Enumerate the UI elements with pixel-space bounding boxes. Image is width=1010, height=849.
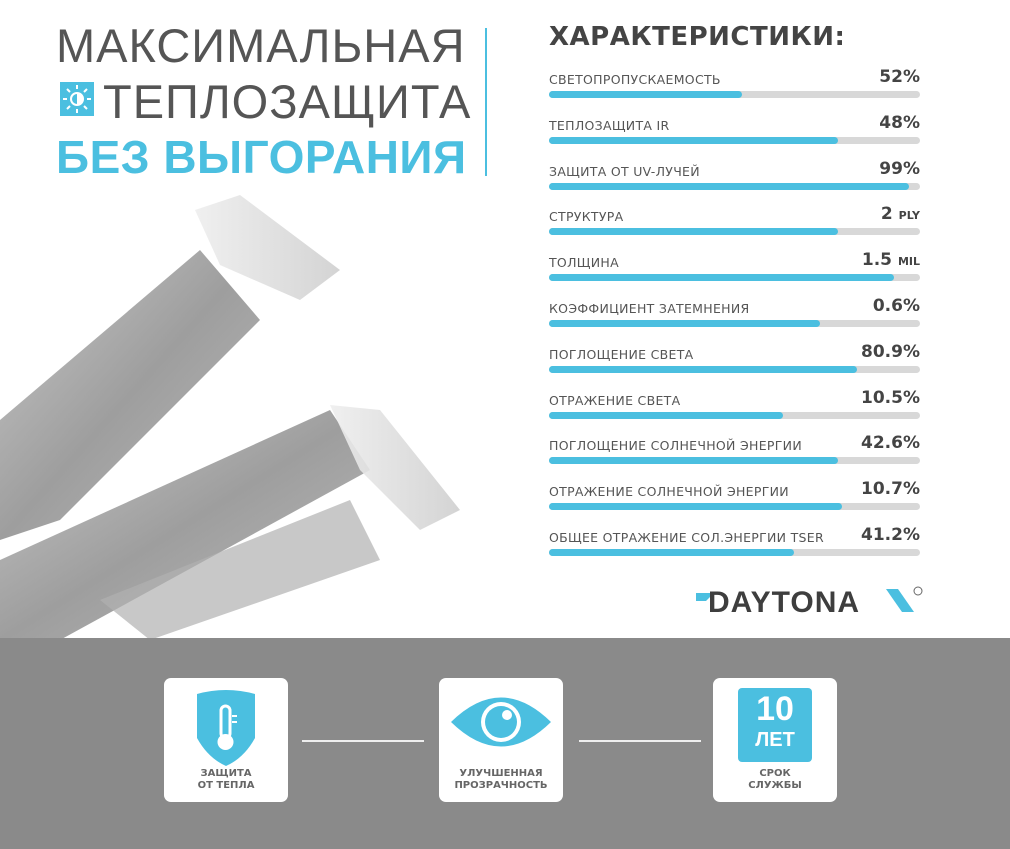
spec-value-number: 2 [880,204,893,225]
headline-line-1: МАКСИМАЛЬНАЯ [56,19,466,72]
feature-caption-line: ЗАЩИТА [200,768,252,779]
feature-caption-line: УЛУЧШЕННАЯ [459,768,543,779]
spec-row: ЗАЩИТА ОТ UV-ЛУЧЕЙ 99% [549,156,920,196]
spec-row: СВЕТОПРОПУСКАЕМОСТЬ 52% [549,64,920,104]
spec-value: 1.5 MIL [862,250,920,270]
spec-value: 80.9% [861,342,920,362]
spec-label: ЗАЩИТА ОТ UV-ЛУЧЕЙ [549,163,700,179]
spec-value: 41.2% [861,525,920,545]
badge-word: ЛЕТ [755,729,795,751]
spec-bar-fill [549,91,742,98]
spec-label: ОТРАЖЕНИЕ СОЛНЕЧНОЙ ЭНЕРГИИ [549,484,789,500]
headline-line-3: БЕЗ ВЫГОРАНИЯ [56,131,467,183]
spec-row: КОЭФФИЦИЕНТ ЗАТЕМНЕНИЯ 0.6% [549,293,920,333]
spec-unit: PLY [898,209,920,223]
headline-line-2: ТЕПЛОЗАЩИТА [103,75,472,128]
spec-label: КОЭФФИЦИЕНТ ЗАТЕМНЕНИЯ [549,301,750,316]
spec-unit: MIL [897,255,920,269]
divider [485,28,487,176]
feature-caption-line: СЛУЖБЫ [748,780,802,791]
spec-bar-track [549,411,920,419]
spec-bar-fill [549,411,783,419]
spec-label: СВЕТОПРОПУСКАЕМОСТЬ [549,72,721,87]
spec-bar-fill [549,457,839,465]
feature-card-lifetime: 10 ЛЕТ СРОК СЛУЖБЫ [713,678,837,802]
spec-bar-fill [549,549,794,556]
spec-bar-track [549,182,920,190]
specs-title: ХАРАКТЕРИСТИКИ: [549,22,846,52]
spec-bar-track [549,228,920,236]
spec-value: 2 PLY [881,204,920,224]
spec-value: 10.5% [861,388,920,408]
spec-value-number: 80.9% [861,341,920,362]
spec-bar-fill [549,228,839,236]
spec-value-number: 10.5% [861,387,920,408]
sun-half-icon [60,82,94,116]
spec-value-number: 1.5 [861,250,893,271]
spec-row: ПОГЛОЩЕНИЕ СОЛНЕЧНОЙ ЭНЕРГИИ 42.6% [549,430,920,470]
spec-row: ПОГЛОЩЕНИЕ СВЕТА 80.9% [549,339,920,379]
badge-number: 10 [756,690,794,728]
spec-row: СТРУКТУРА 2 PLY [549,201,920,241]
spec-label: ТЕПЛОЗАЩИТА IR [549,117,670,133]
connector-line [579,740,701,742]
spec-label: ОТРАЖЕНИЕ СВЕТА [549,392,681,408]
daytona-logo: DAYTONA [696,586,923,617]
spec-value: 99% [879,159,920,179]
spec-bar-track [549,365,920,373]
spec-label: ОБЩЕЕ ОТРАЖЕНИЕ СОЛ.ЭНЕРГИИ TSER [549,530,824,545]
spec-label: ПОГЛОЩЕНИЕ СВЕТА [549,346,694,362]
spec-value-number: 10.7% [861,479,920,500]
spec-bar-track [549,136,920,144]
spec-value: 10.7% [861,479,920,499]
spec-value: 0.6% [873,296,920,316]
spec-value: 48% [879,113,920,133]
spec-row: ОБЩЕЕ ОТРАЖЕНИЕ СОЛ.ЭНЕРГИИ TSER 41.2% [549,522,920,562]
spec-bar-fill [549,182,909,190]
spec-label: ПОГЛОЩЕНИЕ СОЛНЕЧНОЙ ЭНЕРГИИ [549,438,802,454]
connector-line [302,740,424,742]
features-band: ЗАЩИТА ОТ ТЕПЛА УЛУЧШЕННАЯ ПРОЗРАЧНОСТЬ 10… [0,638,1010,849]
spec-row: ТЕПЛОЗАЩИТА IR 48% [549,110,920,150]
spec-bar-fill [549,503,843,511]
spec-bar-track [549,274,920,282]
film-rolls-image [0,195,460,640]
eye-icon [451,697,551,747]
spec-bar-track [549,503,920,511]
spec-value: 42.6% [861,433,920,453]
spec-bar-track [549,320,920,327]
spec-row: ОТРАЖЕНИЕ СВЕТА 10.5% [549,385,920,425]
spec-value-number: 99% [879,158,920,179]
feature-caption-line: СРОК [759,768,791,779]
spec-value-number: 48% [879,112,920,133]
spec-bar-fill [549,365,857,373]
spec-value: 52% [879,67,920,87]
spec-bar-fill [549,274,895,282]
feature-caption-line: ОТ ТЕПЛА [197,780,255,791]
feature-card-heat: ЗАЩИТА ОТ ТЕПЛА [164,678,288,802]
spec-bar-fill [549,136,839,144]
feature-card-clarity: УЛУЧШЕННАЯ ПРОЗРАЧНОСТЬ [439,678,563,802]
shield-thermometer-icon [197,690,255,766]
spec-value-number: 0.6% [872,296,920,316]
years-badge-icon: 10 ЛЕТ [738,688,812,762]
spec-value-number: 42.6% [861,433,920,454]
spec-label: СТРУКТУРА [549,209,624,225]
spec-value-number: 52% [879,67,920,87]
spec-bar-track [549,91,920,98]
spec-label: ТОЛЩИНА [549,255,619,271]
feature-caption-line: ПРОЗРАЧНОСТЬ [454,780,548,791]
spec-row: ОТРАЖЕНИЕ СОЛНЕЧНОЙ ЭНЕРГИИ 10.7% [549,476,920,516]
spec-bar-track [549,457,920,465]
spec-bar-fill [549,320,820,327]
svg-text:DAYTONA: DAYTONA [708,586,860,617]
spec-row: ТОЛЩИНА 1.5 MIL [549,247,920,287]
spec-value-number: 41.2% [861,525,920,545]
spec-bar-track [549,549,920,556]
